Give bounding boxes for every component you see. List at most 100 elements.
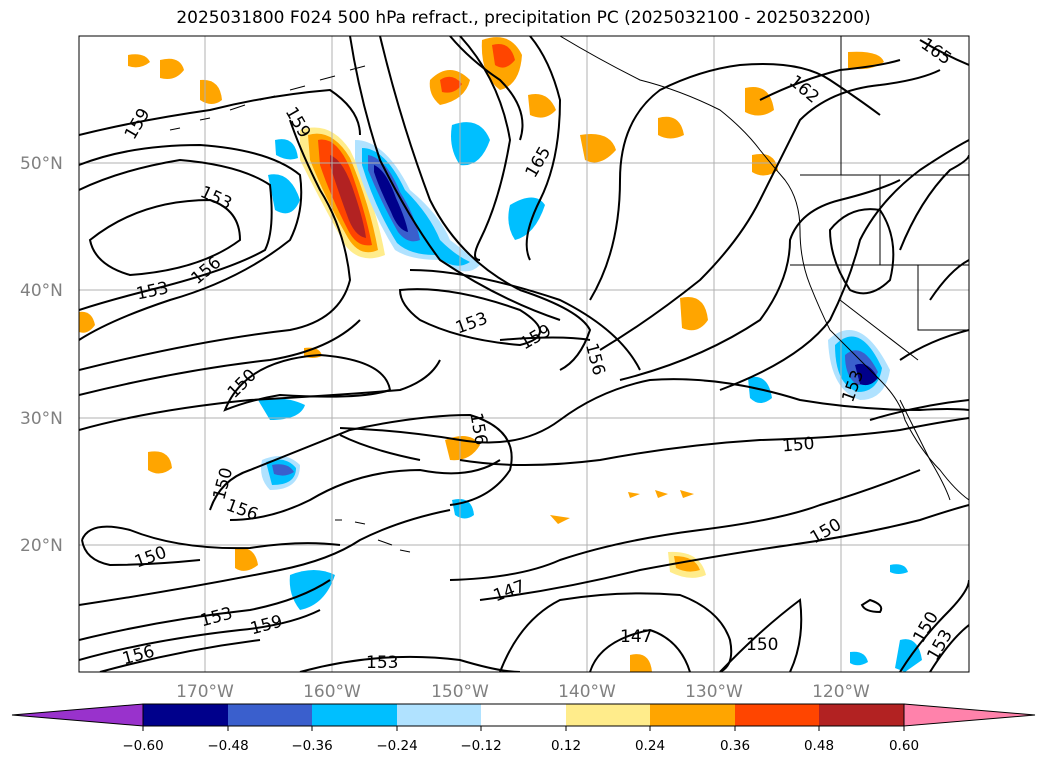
contour-line <box>929 624 969 672</box>
map-title: 2025031800 F024 500 hPa refract., precip… <box>176 8 871 28</box>
contour-line <box>79 319 361 396</box>
lon-label-130w: 130°W <box>685 682 743 702</box>
colorbar-segment <box>481 704 566 726</box>
contour-line <box>223 353 392 412</box>
precip-positive-patch <box>745 86 774 116</box>
lat-label-20n: 20°N <box>20 536 63 556</box>
colorbar-tick-label: −0.24 <box>376 738 417 754</box>
colorbar-segment <box>566 704 650 726</box>
contour-line <box>339 378 969 444</box>
colorbar-tick-label: 0.36 <box>720 738 750 754</box>
contour-label: 147 <box>620 627 652 647</box>
precip-positive-patch <box>440 76 462 93</box>
contour-line <box>479 504 969 601</box>
lat-label-50n: 50°N <box>20 154 63 174</box>
lat-label-40n: 40°N <box>20 281 63 301</box>
contour-line <box>459 417 969 466</box>
map-frame <box>78 35 970 673</box>
colorbar-tick-label: 0.12 <box>551 738 581 754</box>
contour-line <box>899 329 969 361</box>
colorbar-tick-label: −0.48 <box>207 738 248 754</box>
state-border <box>917 265 969 331</box>
precip-negative-patch <box>855 363 878 386</box>
colorbar-segment <box>650 704 735 726</box>
precip-positive-patch <box>528 94 556 118</box>
precip-positive-patch <box>580 134 616 163</box>
colorbar-tick-label: −0.12 <box>460 738 501 754</box>
longitude-labels: 170°W 160°W 150°W 140°W 130°W 120°W <box>176 682 870 702</box>
precip-positive-patch <box>680 296 708 331</box>
precip-positive-patch <box>79 311 95 333</box>
lon-label-140w: 140°W <box>558 682 616 702</box>
contour-line <box>759 59 901 101</box>
contour-line <box>899 154 969 251</box>
contour-line <box>79 359 441 431</box>
contour-line <box>589 63 881 301</box>
contour-line <box>99 639 261 672</box>
precip-positive-patch <box>330 155 366 238</box>
gridlines <box>79 36 969 672</box>
colorbar-segment <box>228 704 312 726</box>
state-border <box>839 299 919 361</box>
colorbar-segment <box>143 704 228 726</box>
contour-line <box>719 139 969 391</box>
precip-positive-patch <box>655 490 668 498</box>
precip-positive-patch <box>160 58 184 79</box>
contour-line <box>79 609 321 661</box>
lon-label-170w: 170°W <box>176 682 234 702</box>
contour-line <box>81 539 201 567</box>
precip-negative-patch <box>374 165 408 232</box>
colorbar-tick-label: 0.48 <box>804 738 834 754</box>
colorbar-segment <box>397 704 481 726</box>
colorbar-tick-label: 0.60 <box>889 738 919 754</box>
contour-line <box>899 579 969 672</box>
precip-negative-patch <box>258 398 305 420</box>
precip-positive-patch <box>630 654 652 672</box>
contour-line <box>79 143 303 341</box>
contour-line <box>869 399 969 421</box>
contour-line <box>209 413 513 511</box>
coastlines <box>169 36 969 553</box>
contour-line <box>79 88 361 136</box>
precip-negative-patch <box>850 651 868 666</box>
contour-line <box>499 336 591 341</box>
contour-line <box>619 179 901 381</box>
contour-label: 150 <box>746 635 778 655</box>
lon-label-150w: 150°W <box>431 682 489 702</box>
contour-line <box>79 509 451 606</box>
contour-line <box>449 469 921 581</box>
precip-positive-patch <box>492 44 515 68</box>
contour-line <box>339 434 421 461</box>
contour-line <box>81 525 341 550</box>
precip-positive-patch <box>128 54 150 68</box>
precip-positive-patch <box>680 490 694 498</box>
colorbar-segment <box>819 704 904 726</box>
latitude-labels: 50°N 40°N 30°N 20°N <box>20 154 63 556</box>
colorbar-extend-low <box>11 703 144 727</box>
map-panel: 159 159 153 156 153 150 150 156 150 153 … <box>79 36 969 672</box>
contour-line <box>919 39 969 66</box>
contour-line <box>88 198 242 277</box>
contour-line <box>79 158 273 311</box>
precip-negative-patch <box>272 464 294 476</box>
contour-line <box>79 119 352 371</box>
precip-positive-patch <box>658 116 684 139</box>
precip-negative-patch <box>275 139 298 160</box>
colorbar-extend-high <box>903 703 1036 727</box>
contour-line <box>398 288 541 347</box>
precip-positive-patch <box>148 451 172 474</box>
lon-label-120w: 120°W <box>812 682 870 702</box>
contour-line <box>409 269 641 371</box>
contour-label: 150 <box>781 434 815 457</box>
contour-line <box>929 259 969 301</box>
lon-label-160w: 160°W <box>303 682 361 702</box>
contour-line <box>589 628 691 672</box>
colorbar-tick-label: −0.36 <box>291 738 332 754</box>
precip-negative-patch <box>451 122 490 166</box>
precip-negative-patch <box>890 564 908 574</box>
contour-line <box>349 36 561 321</box>
precip-positive-patch <box>752 154 778 176</box>
colorbar-tick-label: 0.24 <box>635 738 665 754</box>
contour-line <box>719 598 803 672</box>
